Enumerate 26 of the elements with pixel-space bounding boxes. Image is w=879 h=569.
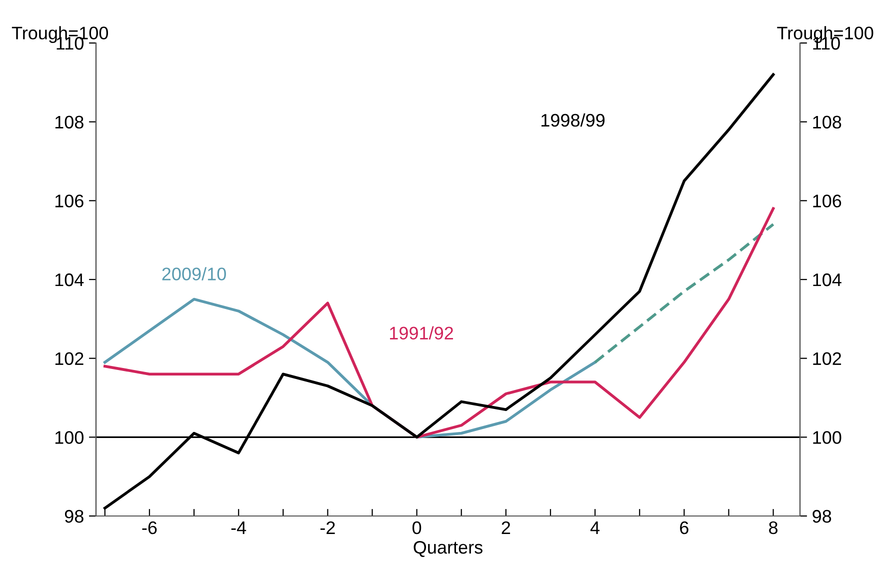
x-tick-label: 0	[412, 521, 422, 534]
x-tick-label: -2	[320, 521, 335, 534]
x-tick-label: 4	[590, 522, 600, 534]
y-tick-label: 102	[55, 352, 84, 366]
y2-tick-label: 98	[812, 510, 832, 523]
x-tick-label: -6	[142, 521, 157, 534]
y-tick-label: 108	[55, 116, 84, 129]
y-tick-label: 100	[55, 431, 84, 444]
x-axis-title: Quarters	[414, 540, 482, 557]
y2-tick-label: 108	[813, 116, 842, 129]
line-series	[104, 207, 775, 439]
y-tick-label: 98	[64, 510, 84, 523]
text: 1998/99	[542, 113, 605, 127]
x-tick-label: -4	[231, 522, 246, 534]
series-label: 2009/10	[162, 267, 226, 280]
text: 1991/92	[390, 326, 453, 340]
y-tick-label: 104	[55, 273, 84, 286]
y2-tick-label: 102	[813, 352, 842, 366]
y2-tick-label: 104	[813, 273, 842, 286]
x-tick-label: 8	[769, 521, 778, 534]
y2-tick-label: 106	[813, 194, 842, 208]
y2-tick-label: 100	[813, 431, 842, 444]
line-series	[594, 222, 775, 364]
x-tick-label: 2	[502, 521, 510, 534]
x-tick-label: 6	[680, 521, 688, 534]
y-tick-label: 106	[55, 194, 84, 208]
